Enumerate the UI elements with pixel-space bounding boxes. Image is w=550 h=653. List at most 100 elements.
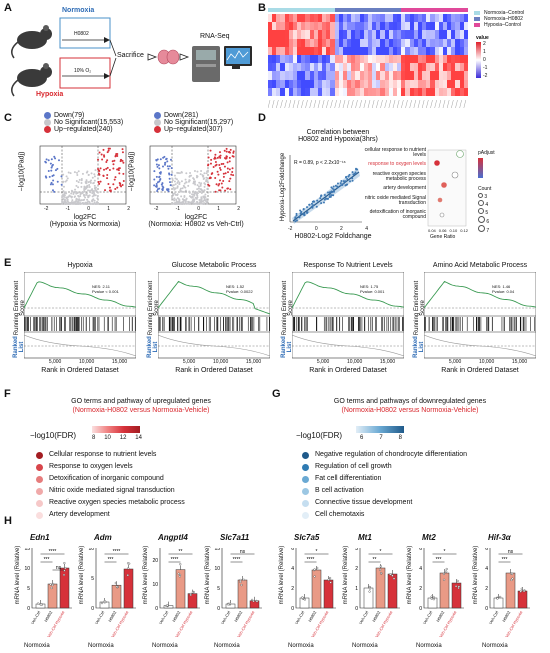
corr-point (299, 209, 302, 212)
heatmap-cell (284, 63, 289, 72)
heatmap-cell (392, 63, 398, 72)
heatmap-cell (438, 87, 443, 96)
heatmap-cell (463, 22, 468, 31)
heatmap-cell (276, 63, 281, 72)
volcano-point (200, 196, 203, 199)
heatmap-cell (355, 14, 360, 23)
gsea-plot (158, 272, 270, 359)
heatmap-cell (297, 22, 302, 31)
heatmap-cell (326, 87, 331, 96)
heatmap-cell (434, 54, 439, 64)
heatmap-cell (447, 46, 452, 55)
heatmap-cell (413, 38, 418, 47)
heatmap-cell (363, 38, 368, 47)
heatmap-cell (309, 63, 314, 72)
heatmap-cell (288, 46, 293, 55)
go-term-dot (302, 475, 309, 483)
heatmap-cell (417, 46, 423, 55)
heatmap-gene-tick (271, 99, 275, 109)
sig-label: ns (508, 549, 514, 555)
data-point (445, 567, 448, 571)
go-term-row: Fat cell differentiation (302, 473, 467, 485)
corr-ylabel: Hypoxia-Log2Foldchange (280, 152, 286, 222)
heatmap-cell (342, 79, 348, 88)
heatmap-cell (413, 30, 418, 39)
xtick: 0 (87, 206, 91, 212)
corr-point (308, 203, 311, 206)
heatmap-cell (434, 79, 439, 88)
heatmap-cell (413, 63, 418, 72)
heatmap-cell (376, 46, 381, 55)
heatmap-cell (405, 87, 410, 96)
volcano-point (98, 182, 101, 185)
volcano-point (82, 199, 85, 202)
data-point (380, 572, 383, 575)
data-point (445, 570, 448, 573)
heatmap-cell (376, 63, 381, 72)
volcano-point (113, 159, 116, 162)
heatmap-cell (313, 71, 318, 80)
volcano-point (121, 183, 124, 186)
volcano-point (198, 181, 201, 184)
go-term-row: Cellular response to nutrient levels (36, 449, 185, 461)
heatmap-cell (455, 71, 460, 80)
volcano-point (168, 173, 171, 176)
volcano-point (153, 178, 156, 181)
heatmap-cell (351, 46, 356, 55)
heatmap-cell (380, 46, 385, 55)
volcano-point (62, 180, 65, 183)
volcano-point (181, 202, 184, 205)
volcano-point (74, 190, 77, 193)
volcano-point (87, 189, 90, 192)
corr-point (294, 220, 297, 223)
heatmap-cell (455, 87, 460, 96)
volcano-point (120, 158, 123, 161)
ytick-label: 15 (24, 548, 30, 552)
volcano-point (119, 182, 122, 185)
volcano-point (57, 159, 60, 162)
volcano-point (171, 177, 174, 180)
gene-name: Mt1 (358, 533, 372, 542)
volcano-point (106, 166, 109, 169)
heatmap-cell (405, 38, 410, 47)
volcano-point (98, 173, 101, 176)
volcano-point (206, 170, 209, 173)
volcano-point (73, 202, 76, 205)
heatmap-cell (284, 71, 289, 80)
legend-down-right: Down(281) (164, 112, 199, 119)
volcano-point (173, 174, 176, 177)
mrna-ylabel: mRNA level (Relative) (473, 545, 479, 605)
volcano-point (176, 185, 179, 188)
corr-point (332, 190, 335, 193)
data-point (457, 585, 460, 588)
volcano-point (204, 196, 207, 199)
volcano-point (190, 200, 193, 203)
data-point (327, 578, 330, 581)
volcano-point (224, 189, 227, 192)
normoxia-group-label: Normoxia (482, 643, 508, 649)
heatmap-cell (272, 79, 277, 88)
heatmap-cell (372, 14, 377, 23)
corr-point (333, 188, 336, 191)
xtick: 15,000 (511, 359, 528, 365)
data-point (63, 562, 66, 565)
heatmap-cell (401, 63, 406, 72)
volcano-point (188, 175, 191, 178)
heatmap-cell (280, 46, 285, 55)
panel-letter-c: C (4, 112, 12, 124)
heatmap-gene-tick (388, 99, 392, 109)
heatmap-gene-tick (417, 99, 421, 109)
lung-icon (157, 49, 180, 65)
volcano-point (182, 184, 185, 187)
heatmap-gene-tick (380, 99, 383, 109)
heatmap-cell (367, 54, 373, 64)
heatmap-cell (459, 38, 464, 47)
xtick: -1 (175, 206, 181, 212)
gsea-stats: NES: 2.11 Pvalue < 0.001 (92, 284, 134, 294)
heatmap-cell (447, 22, 452, 31)
volcano-point (204, 183, 207, 186)
volcano-point (171, 196, 174, 199)
volcano-point (201, 200, 204, 203)
heatmap-cell (426, 87, 431, 96)
